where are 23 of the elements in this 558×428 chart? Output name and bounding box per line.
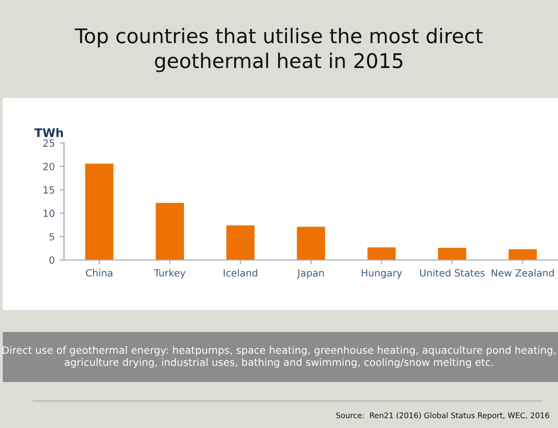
y-tick-label: 10 [44,210,54,218]
y-tick-label: 25 [43,139,54,147]
x-tick-label: United States [420,269,485,277]
bar [85,164,114,260]
text: Direct use of geothermal energy: heatpumps, space heating, greenhouse heating, aquaculture pond heating, agriculture drying, industrial uses, bathing and swimming, cooling/snow melting etc. [2,346,556,368]
x-tick-label: New Zealand [492,269,554,277]
y-tick-label: 15 [44,186,54,194]
y-tick-label: 5 [50,233,54,240]
bar [226,225,255,260]
bar [296,226,326,260]
bar [438,248,466,260]
bar [508,249,537,260]
chart-title: Top countries that utilise the most direct geothermal heat in 2015 [74,28,483,72]
y-tick-label: 0 [49,256,54,264]
bar [367,247,396,260]
x-tick-label: Hungary [362,269,402,278]
y-axis-title: TWh [34,128,63,138]
x-tick-label: Japan [296,269,324,278]
x-tick-label: Iceland [224,269,258,277]
bar [156,202,184,260]
x-tick-label: China [86,269,112,277]
x-tick-label: Turkey [154,269,186,278]
y-tick-label: 20 [43,162,54,170]
